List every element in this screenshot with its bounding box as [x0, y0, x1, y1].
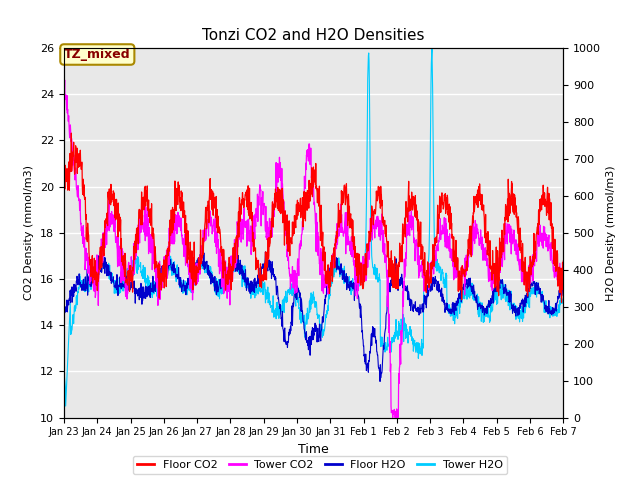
Text: TZ_mixed: TZ_mixed — [64, 48, 131, 61]
Y-axis label: H2O Density (mmol/m3): H2O Density (mmol/m3) — [607, 165, 616, 300]
Legend: Floor CO2, Tower CO2, Floor H2O, Tower H2O: Floor CO2, Tower CO2, Floor H2O, Tower H… — [133, 456, 507, 474]
X-axis label: Time: Time — [298, 443, 329, 456]
Y-axis label: CO2 Density (mmol/m3): CO2 Density (mmol/m3) — [24, 165, 35, 300]
Title: Tonzi CO2 and H2O Densities: Tonzi CO2 and H2O Densities — [202, 28, 425, 43]
